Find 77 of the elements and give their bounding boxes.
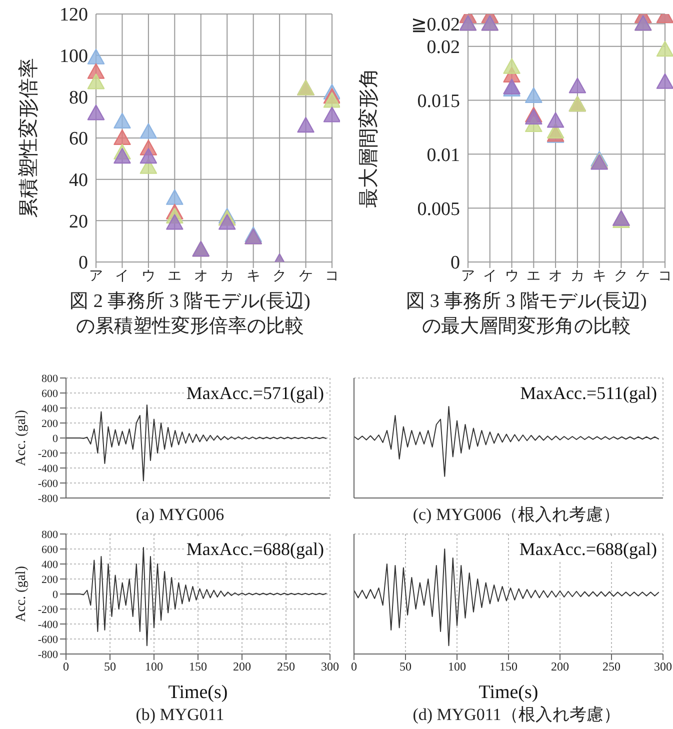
annotation: MaxAcc.=688(gal) xyxy=(186,538,324,560)
y-tick-label: -200 xyxy=(38,448,58,460)
y-tick-label: 40 xyxy=(69,170,88,192)
x-tick-label: イ xyxy=(482,268,497,284)
y-axis-title: Acc. (gal) xyxy=(14,410,29,466)
annotation: MaxAcc.=571(gal) xyxy=(186,382,324,404)
x-tick-label: ケ xyxy=(636,268,650,284)
x-tick-label: 50 xyxy=(400,660,412,674)
x-tick-label: ウ xyxy=(504,268,519,284)
text: (d) MYG011（根入れ考慮） xyxy=(412,704,622,726)
x-tick-label: キ xyxy=(246,268,260,284)
y-tick-label: ≧0.02 xyxy=(410,14,460,36)
x-tick-label: 300 xyxy=(321,660,339,674)
x-tick-label: カ xyxy=(570,268,584,284)
y-tick-label: -800 xyxy=(38,648,58,661)
x-tick-label: 100 xyxy=(145,660,163,674)
annotation: MaxAcc.=688(gal) xyxy=(519,538,657,560)
y-tick-label: -400 xyxy=(38,462,58,475)
x-axis-title: Time(s) xyxy=(478,682,538,703)
x-tick-label: 150 xyxy=(500,660,518,674)
text: (c) MYG006（根入れ考慮） xyxy=(412,504,622,526)
x-tick-label: エ xyxy=(168,268,182,284)
y-tick-label: 100 xyxy=(60,46,88,68)
text: 図 2 事務所 3 階モデル(長辺) の累積塑性変形倍率の比較 xyxy=(68,290,312,339)
x-tick-label: エ xyxy=(526,268,541,284)
x-tick-label: 250 xyxy=(602,660,620,674)
y-tick-label: 60 xyxy=(69,128,88,150)
y-tick-label: 600 xyxy=(42,544,58,556)
x-tick-label: カ xyxy=(220,268,234,284)
x-tick-label: キ xyxy=(592,268,606,284)
x-tick-label: 0 xyxy=(351,660,357,674)
y-tick-label: 80 xyxy=(69,87,88,108)
y-axis-title: 最大層間変形角 xyxy=(357,68,380,208)
y-tick-label: 0.015 xyxy=(417,91,460,112)
y-tick-label: -800 xyxy=(38,492,58,505)
y-tick-label: 200 xyxy=(42,418,58,430)
x-tick-label: 50 xyxy=(104,660,116,674)
y-tick-label: -200 xyxy=(38,604,58,616)
y-tick-label: 20 xyxy=(69,211,88,232)
x-tick-label: ア xyxy=(89,268,103,284)
y-tick-label: -600 xyxy=(38,634,58,646)
y-axis-title: Acc. (gal) xyxy=(14,566,29,622)
y-axis-title: 累積塑性変形倍率 xyxy=(17,58,40,218)
y-tick-label: 800 xyxy=(42,372,58,385)
x-tick-label: オ xyxy=(194,268,208,284)
y-tick-label: 0.02 xyxy=(426,37,460,58)
y-tick-label: 0.005 xyxy=(417,198,460,220)
y-tick-label: 120 xyxy=(60,4,88,26)
y-tick-label: 400 xyxy=(42,558,58,571)
y-tick-label: 0 xyxy=(52,588,58,601)
y-tick-label: -400 xyxy=(38,618,58,631)
x-tick-label: ケ xyxy=(298,268,313,284)
x-tick-label: オ xyxy=(548,268,563,284)
x-tick-label: 200 xyxy=(233,660,251,674)
y-tick-label: 400 xyxy=(42,402,58,415)
y-tick-label: 0 xyxy=(52,432,58,445)
x-tick-label: ウ xyxy=(141,268,156,284)
y-tick-label: 0.01 xyxy=(426,144,460,166)
x-tick-label: ク xyxy=(272,268,287,284)
x-tick-label: イ xyxy=(115,268,130,284)
x-tick-label: コ xyxy=(325,268,339,284)
x-tick-label: コ xyxy=(658,268,672,284)
x-tick-label: 150 xyxy=(189,660,207,674)
text: (a) MYG006 xyxy=(134,504,226,526)
y-tick-label: -600 xyxy=(38,478,58,490)
annotation: MaxAcc.=511(gal) xyxy=(520,382,657,404)
x-tick-label: ア xyxy=(461,268,475,284)
x-tick-label: 250 xyxy=(277,660,295,674)
y-tick-label: 200 xyxy=(42,574,58,586)
x-axis-title: Time(s) xyxy=(168,682,228,703)
y-tick-label: 800 xyxy=(42,528,58,541)
x-tick-label: ク xyxy=(614,268,628,284)
text: (b) MYG011 xyxy=(134,704,226,726)
x-tick-label: 300 xyxy=(654,660,672,674)
x-tick-label: 200 xyxy=(551,660,569,674)
text: 図 3 事務所 3 階モデル(長辺) の最大層間変形角の比較 xyxy=(405,290,648,339)
y-tick-label: 600 xyxy=(42,388,58,400)
